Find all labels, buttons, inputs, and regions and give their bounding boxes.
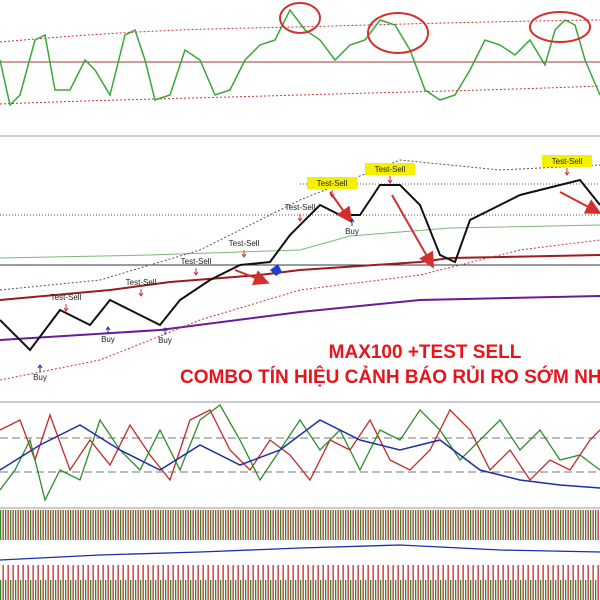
sell-arrow [564, 168, 570, 176]
upper-band [0, 19, 600, 43]
buy-label: Buy [33, 373, 47, 382]
blue-line [0, 419, 600, 489]
buy-label: Buy [345, 227, 359, 236]
ma-purple [0, 295, 600, 341]
test-sell-label: Test-Sell [181, 257, 212, 266]
label-highlight [542, 155, 592, 167]
sell-arrow [193, 268, 199, 276]
label-highlight [307, 177, 357, 189]
buy-label: Buy [158, 336, 172, 345]
price-panel: Test-Sell Test-Sell Test-Sell Test-Sell Test… [0, 155, 600, 388]
highlight-circle [529, 11, 591, 43]
test-sell-label: Test-Sell [317, 179, 348, 188]
sell-arrow [329, 190, 335, 198]
arrow [559, 191, 600, 214]
test-sell-label: Test-Sell [51, 293, 82, 302]
volume-average [0, 544, 600, 561]
sell-arrow [241, 250, 247, 258]
red-line [0, 408, 600, 482]
arrow [391, 194, 434, 269]
buy-arrow [162, 327, 168, 335]
arrow [234, 269, 270, 286]
test-sell-label: Test-Sell [552, 157, 583, 166]
price-line [0, 178, 600, 352]
headline: COMBO TÍN HIỆU CẢNH BÁO RỦI RO SỚM NH [180, 366, 600, 388]
highlight-circle [279, 2, 321, 34]
oscillator-panel [0, 2, 600, 107]
buy-label: Buy [101, 335, 115, 344]
band-upper [0, 159, 600, 291]
lower-band [0, 85, 600, 105]
test-sell-label: Test-Sell [285, 203, 316, 212]
buy-arrow [105, 326, 111, 334]
label-highlight [365, 163, 415, 175]
highlight-circle [367, 12, 429, 54]
headline: MAX100 +TEST SELL [329, 342, 522, 363]
sell-arrow [297, 214, 303, 222]
sell-arrow [387, 176, 393, 184]
band-lower [0, 239, 600, 381]
signal-cluster [270, 264, 282, 276]
test-sell-label: Test-Sell [126, 278, 157, 287]
volume-panel [0, 510, 600, 600]
buy-arrow [349, 218, 355, 226]
buy-arrow [37, 364, 43, 372]
green-line [0, 404, 600, 502]
indicator-panel [0, 404, 600, 502]
test-sell-label: Test-Sell [229, 239, 260, 248]
sell-arrow [138, 289, 144, 297]
ma-green [0, 224, 600, 259]
arrow [329, 191, 353, 224]
sell-arrow [63, 304, 69, 312]
oscillator-line [0, 8, 600, 107]
test-sell-label: Test-Sell [375, 165, 406, 174]
